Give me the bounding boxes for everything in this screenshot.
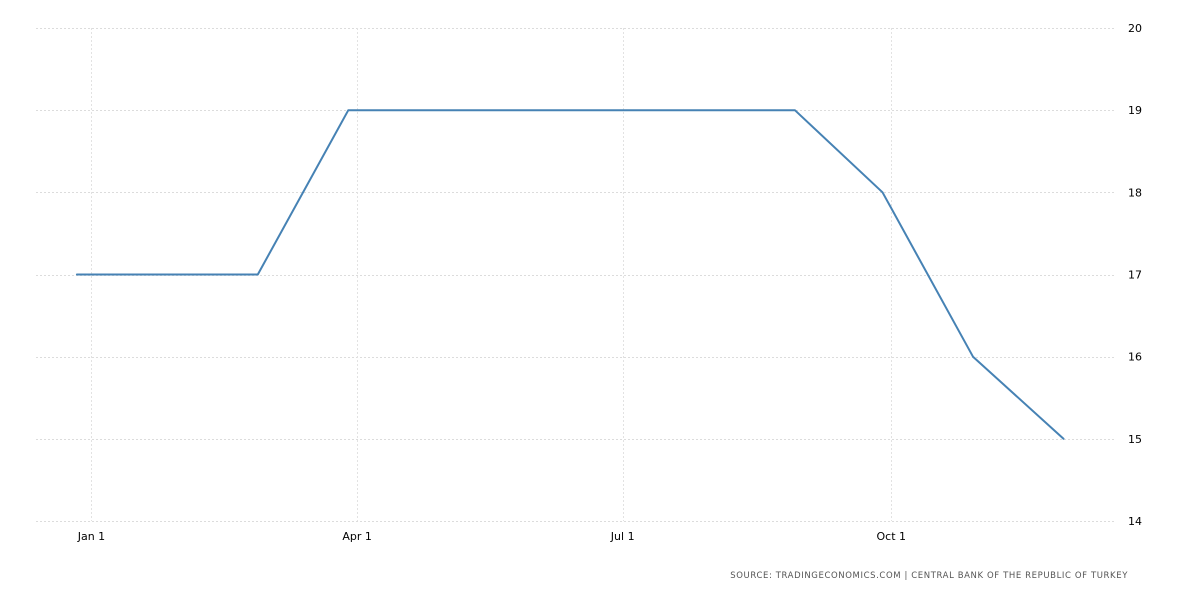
- y-axis: 14 15 16 17 18 19 20: [1128, 22, 1142, 528]
- series-layer: [75, 109, 1065, 440]
- y-tick-label: 17: [1128, 269, 1142, 282]
- y-tick-label: 20: [1128, 22, 1142, 35]
- y-tick-label: 14: [1128, 515, 1142, 528]
- source-note: SOURCE: TRADINGECONOMICS.COM | CENTRAL B…: [730, 571, 1128, 581]
- y-tick-label: 16: [1128, 351, 1142, 364]
- x-tick-label: Apr 1: [342, 530, 372, 543]
- x-axis: Jan 1 Apr 1 Jul 1 Oct 1: [77, 530, 906, 543]
- series-line: [75, 109, 1065, 440]
- y-tick-label: 15: [1128, 433, 1142, 446]
- x-tick-label: Jul 1: [610, 530, 635, 543]
- x-tick-label: Oct 1: [876, 530, 906, 543]
- y-tick-label: 18: [1128, 186, 1142, 199]
- x-tick-label: Jan 1: [77, 530, 105, 543]
- y-tick-label: 19: [1128, 104, 1142, 117]
